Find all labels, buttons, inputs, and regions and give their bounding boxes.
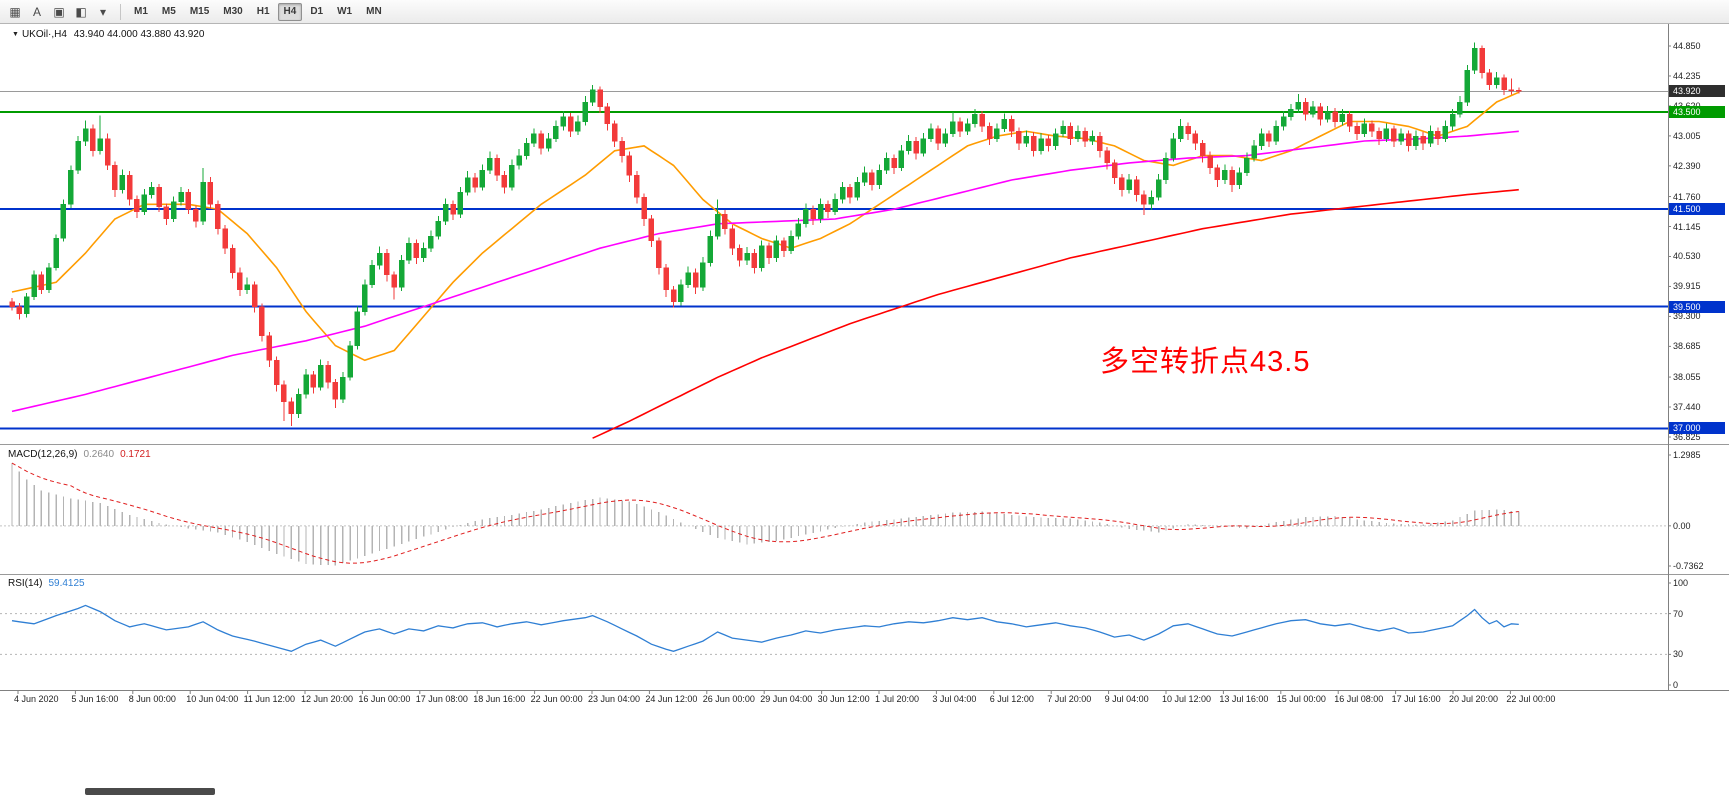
macd-histogram bbox=[11, 463, 1520, 566]
color-palette-icon[interactable]: ◧ bbox=[75, 4, 87, 19]
timeframe-button-M1[interactable]: M1 bbox=[134, 6, 148, 17]
candles bbox=[9, 42, 1522, 427]
rsi-line bbox=[11, 604, 1519, 652]
chart-title: ▼ UKOil·,H4 43.940 44.000 43.880 43.920 bbox=[12, 29, 204, 40]
timeframe-button-H1[interactable]: H1 bbox=[256, 6, 270, 17]
rsi-indicator-name: RSI(14) bbox=[8, 578, 43, 589]
timeframe-button-M15[interactable]: M15 bbox=[189, 6, 210, 17]
symbol-period-label: UKOil·,H4 bbox=[21, 29, 67, 40]
bottom-scrollbar-thumb[interactable] bbox=[85, 788, 215, 795]
chart-dropdown-arrow-icon[interactable]: ▼ bbox=[12, 31, 19, 38]
timeframe-button-H4[interactable]: H4 bbox=[277, 2, 303, 21]
timeframe-button-MN[interactable]: MN bbox=[366, 6, 382, 17]
timeframe-button-M30[interactable]: M30 bbox=[223, 6, 243, 17]
toolbar: ▦ A ▣ ◧ ▾ M1 M5 M15 M30 H1 H4 D1 W1 MN bbox=[0, 0, 1729, 24]
ma-slow-line bbox=[592, 188, 1519, 439]
timeframe-button-group: M1 M5 M15 M30 H1 H4 D1 W1 MN bbox=[127, 2, 389, 21]
timeframe-button-D1[interactable]: D1 bbox=[310, 6, 324, 17]
ma-medium-line bbox=[11, 130, 1519, 413]
toolbar-icon-group: ▦ A ▣ ◧ ▾ bbox=[4, 3, 114, 21]
timeframe-button-M5[interactable]: M5 bbox=[161, 6, 176, 17]
macd-main-value: 0.2640 bbox=[83, 449, 115, 460]
ma-fast-line bbox=[11, 91, 1520, 362]
toolbar-separator bbox=[120, 3, 121, 20]
chart-annotation-text[interactable]: 多空转折点43.5 bbox=[1100, 346, 1311, 378]
rsi-value: 59.4125 bbox=[48, 578, 85, 589]
chart-template-icon[interactable]: ▣ bbox=[53, 4, 65, 19]
timeframe-button-W1[interactable]: W1 bbox=[337, 6, 353, 17]
macd-signal-value: 0.1721 bbox=[120, 449, 151, 460]
text-label-tool-icon[interactable]: A bbox=[32, 4, 41, 19]
charts-grid-icon[interactable]: ▦ bbox=[9, 4, 21, 19]
macd-panel-title: MACD(12,26,9) 0.2640 0.1721 bbox=[8, 449, 151, 460]
macd-signal-line bbox=[11, 462, 1519, 564]
macd-indicator-name: MACD(12,26,9) bbox=[8, 449, 78, 460]
ohlc-values: 43.940 44.000 43.880 43.920 bbox=[73, 29, 205, 40]
rsi-panel-title: RSI(14) 59.4125 bbox=[8, 578, 85, 589]
palette-dropdown-arrow-icon[interactable]: ▾ bbox=[99, 4, 107, 19]
